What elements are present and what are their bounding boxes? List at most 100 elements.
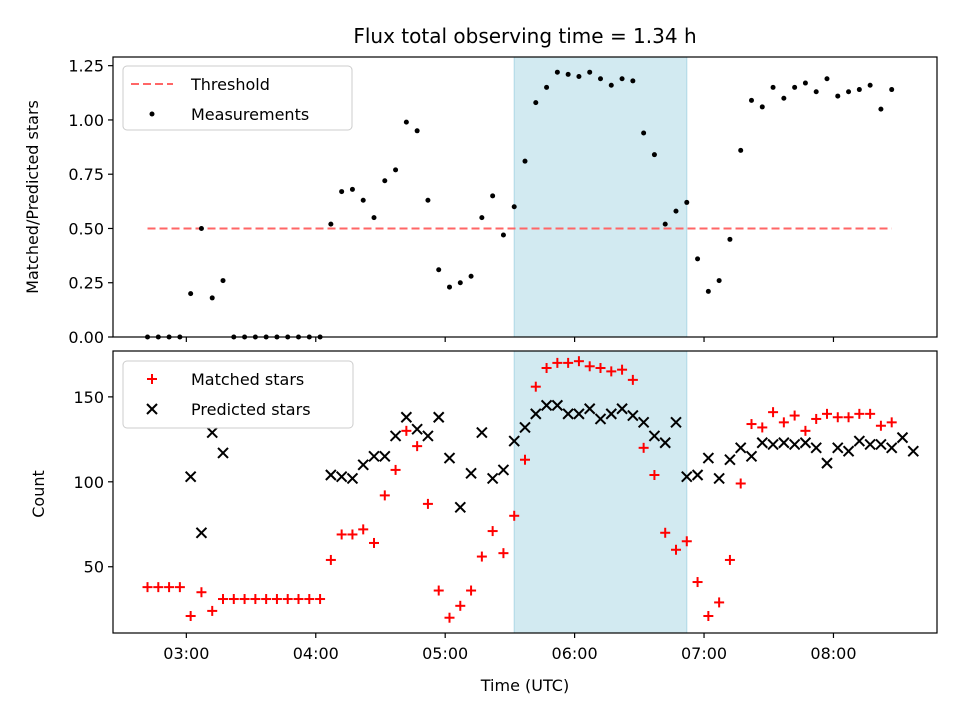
x-marker-b (195, 527, 208, 539)
data-point (788, 438, 801, 451)
data-point (425, 197, 431, 203)
bottom-panel: 50 100 150 03:00 04:00 05:00 06:00 07:00 08:00 Ma… (73, 350, 938, 663)
data-point (479, 215, 485, 221)
x-marker-b (778, 437, 790, 449)
data-point (304, 594, 315, 605)
x-marker-b (357, 459, 369, 471)
x-marker-b (411, 423, 423, 435)
data-point (207, 605, 218, 616)
data-point (695, 256, 701, 262)
x-marker-b (433, 411, 445, 423)
data-point (738, 147, 744, 153)
data-point (153, 582, 164, 593)
x-marker-b (400, 411, 413, 423)
data-point (810, 442, 822, 454)
data-point (379, 450, 391, 463)
data-point (597, 76, 603, 82)
data-point (465, 467, 477, 480)
x-marker-b (691, 469, 704, 481)
data-point (511, 204, 517, 210)
data-point (315, 594, 326, 605)
data-point (835, 93, 841, 99)
data-point (856, 87, 862, 93)
data-point (832, 412, 843, 423)
data-point (195, 527, 208, 539)
data-point (659, 437, 671, 449)
data-point (637, 416, 650, 429)
data-point (619, 76, 625, 82)
data-point (509, 510, 520, 521)
top-y-axis-label: Matched/Predicted stars (23, 100, 42, 294)
x-marker-b (713, 472, 725, 485)
data-point (864, 438, 876, 451)
x-marker-b (217, 447, 229, 459)
x-tick-label: 03:00 (163, 644, 209, 663)
data-point (444, 612, 455, 623)
data-point (832, 442, 844, 454)
x-marker-b (853, 435, 866, 447)
data-point (468, 273, 474, 279)
data-point (164, 582, 175, 593)
x-marker-b (184, 471, 197, 483)
data-point (530, 381, 541, 392)
legend: Threshold Measurements (122, 65, 353, 131)
data-point (188, 291, 194, 297)
x-marker-b (896, 431, 909, 444)
data-point (584, 361, 595, 372)
data-point (714, 597, 725, 608)
data-point (627, 374, 638, 385)
data-point (414, 128, 420, 134)
y-tick-label: 0.00 (68, 328, 104, 347)
x-marker-b (767, 438, 779, 451)
data-point (716, 278, 722, 284)
data-point (799, 437, 812, 449)
x-marker-b (206, 426, 218, 439)
data-point (702, 452, 715, 464)
x-marker-b (885, 442, 898, 454)
data-point (802, 80, 808, 86)
data-point (335, 471, 348, 483)
data-point (649, 470, 660, 481)
data-point (565, 71, 571, 77)
legend-entry-label: Measurements (191, 105, 309, 124)
x-tick-label: 06:00 (552, 644, 598, 663)
data-point (540, 399, 553, 412)
y-tick-label: 1.25 (68, 57, 104, 76)
data-point (660, 527, 671, 538)
data-point (422, 498, 433, 509)
legend-dot-handle (149, 111, 155, 117)
data-point (325, 469, 337, 481)
data-point (587, 69, 593, 75)
data-point (843, 412, 854, 423)
data-point (436, 267, 442, 273)
x-marker-b (335, 471, 348, 483)
data-point (584, 403, 596, 415)
data-point (573, 356, 584, 367)
data-point (530, 408, 542, 420)
data-point (727, 236, 733, 242)
data-point (576, 74, 582, 80)
data-point (824, 76, 830, 82)
data-point (371, 215, 377, 221)
data-point (519, 421, 531, 434)
x-marker-b (724, 454, 736, 466)
data-point (552, 357, 563, 368)
x-axis-label: Time (UTC) (480, 676, 569, 695)
data-point (792, 84, 798, 90)
x-marker-b (681, 471, 693, 483)
data-point (789, 410, 800, 421)
x-marker-b (810, 442, 822, 454)
data-point (608, 82, 614, 88)
data-point (401, 425, 412, 436)
data-point (490, 193, 496, 199)
data-point (641, 130, 647, 136)
data-point (433, 585, 444, 596)
data-point (443, 452, 456, 464)
x-marker-b (788, 438, 801, 451)
x-marker-b (670, 416, 682, 429)
data-point (703, 611, 714, 622)
data-point (390, 464, 401, 475)
x-marker-b (605, 408, 617, 420)
data-point (885, 442, 898, 454)
x-tick-label: 07:00 (681, 644, 727, 663)
